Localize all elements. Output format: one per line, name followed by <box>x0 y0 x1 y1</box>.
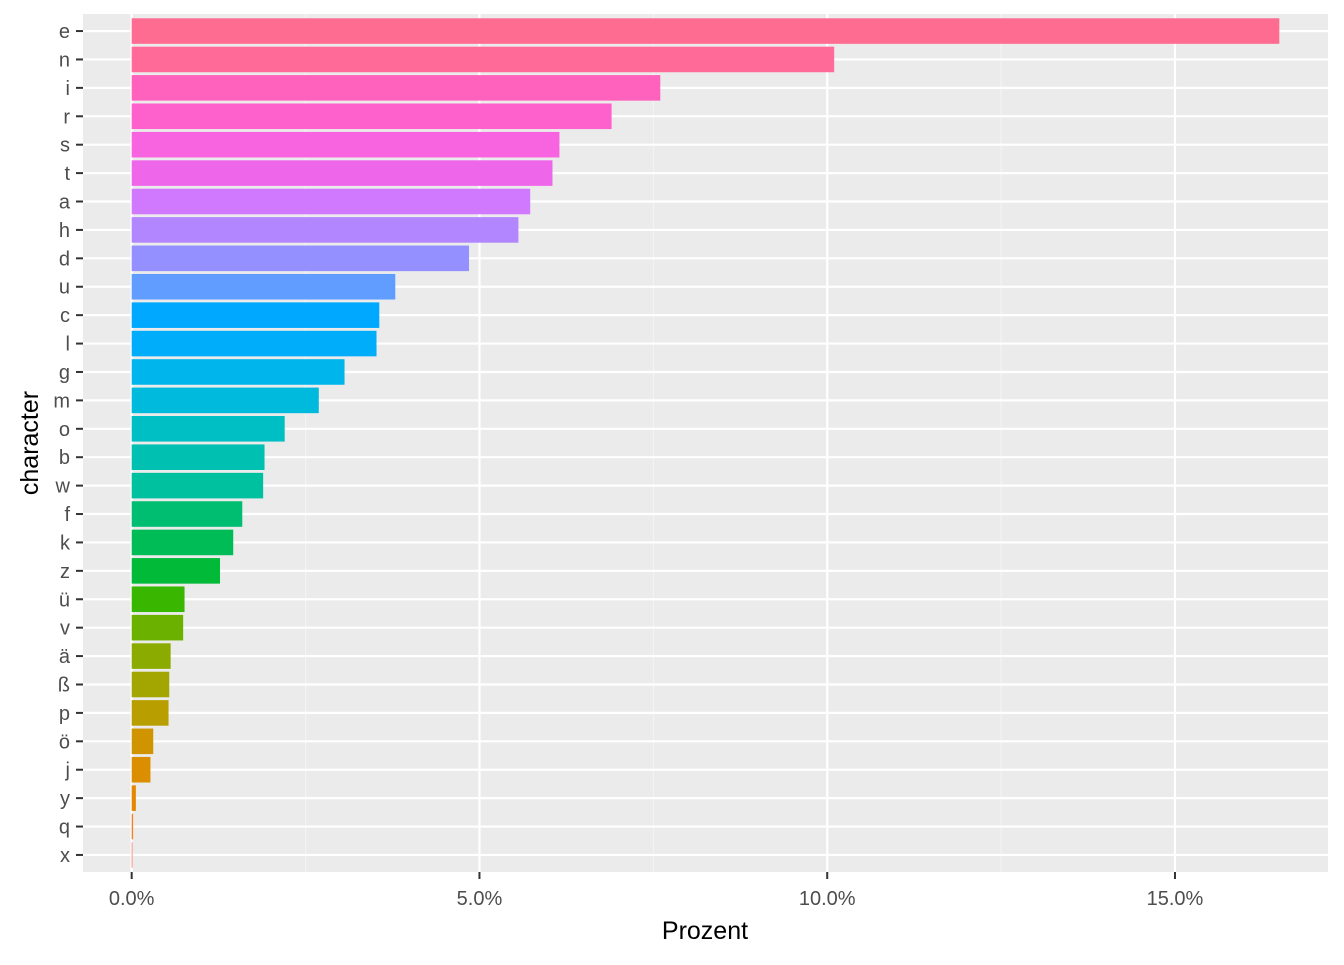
bar-w <box>131 472 264 499</box>
y-tick-label: ä <box>59 646 71 668</box>
y-tick-label: f <box>64 504 70 526</box>
bar-r <box>131 103 612 130</box>
x-tick-label: 0.0% <box>109 888 155 910</box>
bar-o <box>131 416 285 442</box>
y-tick-label: i <box>66 78 70 100</box>
bar-ß <box>131 671 170 698</box>
bar-l <box>131 330 377 357</box>
y-tick-label: n <box>59 49 70 71</box>
y-tick-label: z <box>60 561 70 583</box>
bar-x <box>131 842 133 868</box>
y-tick-label: v <box>60 618 70 640</box>
bar-d <box>131 245 470 272</box>
bar-s <box>131 131 560 158</box>
x-tick-label: 5.0% <box>457 888 503 910</box>
bar-q <box>131 813 134 840</box>
bar-m <box>131 387 319 414</box>
x-axis-title: Prozent <box>662 917 748 945</box>
bar-t <box>131 160 553 186</box>
y-tick-label: ö <box>59 731 70 753</box>
y-tick-label: p <box>59 703 70 725</box>
y-tick-label: r <box>63 106 70 128</box>
y-tick-label: y <box>60 788 70 810</box>
bar-y <box>131 785 136 811</box>
y-tick-label: u <box>59 277 70 299</box>
y-tick-label: l <box>66 334 70 356</box>
bar-a <box>131 188 531 215</box>
y-tick-label: k <box>60 532 71 554</box>
bar-n <box>131 46 835 73</box>
y-tick-label: h <box>59 220 70 242</box>
y-axis-title: character <box>16 391 44 495</box>
y-tick-label: j <box>65 760 70 782</box>
bar-z <box>131 558 221 584</box>
bar-h <box>131 217 519 243</box>
y-tick-label: q <box>59 817 70 839</box>
y-tick-label: e <box>59 21 70 43</box>
y-tick-label: d <box>59 248 70 270</box>
bar-k <box>131 529 234 556</box>
y-tick-label: ß <box>58 674 70 696</box>
y-tick-label: ü <box>59 589 70 611</box>
bar-ü <box>131 586 185 613</box>
y-tick-label: a <box>59 192 71 214</box>
y-tick-label: g <box>59 362 70 384</box>
y-tick-label: c <box>60 305 70 327</box>
bar-e <box>131 18 1280 44</box>
bars <box>131 18 1280 868</box>
bar-u <box>131 273 396 300</box>
y-tick-label: o <box>59 419 70 441</box>
y-tick-label: w <box>55 476 71 498</box>
bar-ö <box>131 728 154 755</box>
bar-b <box>131 444 265 470</box>
bar-ä <box>131 643 171 669</box>
bar-f <box>131 501 243 527</box>
bar-g <box>131 359 345 385</box>
y-tick-label: b <box>59 447 70 469</box>
bar-j <box>131 756 151 783</box>
bar-c <box>131 302 380 328</box>
y-tick-label: x <box>60 845 70 867</box>
x-axis-ticks: 0.0% 5.0% 10.0% 15.0% <box>109 872 1204 910</box>
x-tick-label: 10.0% <box>799 888 856 910</box>
y-tick-label: t <box>64 163 70 185</box>
bar-i <box>131 75 661 101</box>
y-tick-label: m <box>53 390 70 412</box>
bar-v <box>131 614 184 641</box>
bar-p <box>131 700 169 726</box>
y-tick-label: s <box>60 135 70 157</box>
x-tick-label: 15.0% <box>1147 888 1204 910</box>
